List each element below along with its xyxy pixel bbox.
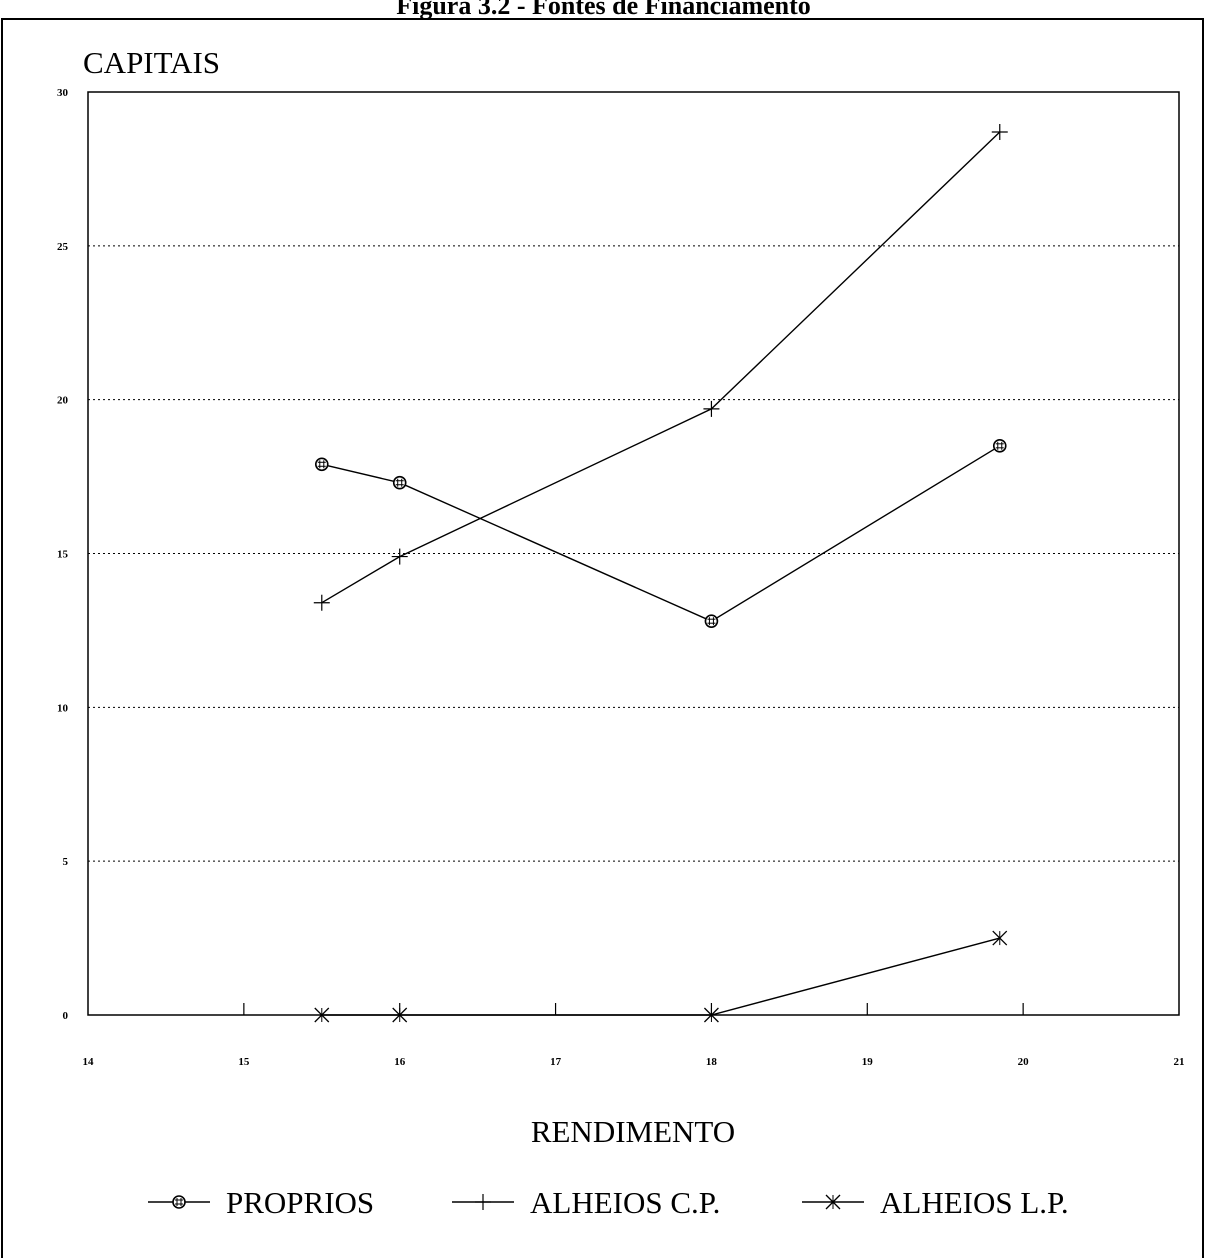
y-tick-label-0: 0 (63, 1010, 69, 1022)
chart-frame (1, 18, 1204, 1258)
legend-marker-0 (172, 1195, 186, 1209)
series-line-2 (321, 937, 1000, 1016)
series-0-point-1 (392, 475, 407, 490)
series-2-point-3 (992, 930, 1008, 946)
x-tick-label-1: 15 (238, 1056, 250, 1068)
x-tick-label-6: 20 (1018, 1056, 1030, 1068)
series-1-point-2 (703, 400, 720, 417)
series-line-0 (321, 445, 1001, 622)
x-tick-label-2: 16 (394, 1056, 406, 1068)
y-tick-label-5: 25 (57, 241, 69, 253)
x-tick-label-4: 18 (706, 1056, 718, 1068)
legend-label-0: PROPRIOS (226, 1185, 374, 1220)
x-ticks (243, 1003, 1024, 1015)
x-tick-labels: 14 15 16 17 18 19 20 21 (83, 1056, 1185, 1068)
x-tick-label-0: 14 (83, 1056, 95, 1068)
series-2-point-1 (392, 1007, 408, 1023)
series-0-point-0 (314, 457, 329, 472)
series-2-point-2 (703, 1007, 719, 1023)
y-tick-label-1: 5 (63, 856, 69, 868)
x-axis-label: RENDIMENTO (531, 1114, 735, 1149)
x-tick-label-3: 17 (550, 1056, 562, 1068)
series-1-point-0 (313, 594, 330, 611)
y-tick-label-4: 20 (57, 395, 69, 407)
series-2-point-0 (314, 1007, 330, 1023)
series-line-1 (321, 131, 1001, 604)
grid-lines (88, 245, 1179, 862)
y-tick-label-6: 30 (57, 87, 69, 99)
y-tick-labels: 0 5 10 15 20 25 30 (57, 87, 69, 1022)
y-tick-label-2: 10 (57, 702, 69, 714)
series-0-point-3 (992, 439, 1007, 453)
x-tick-label-7: 21 (1174, 1056, 1185, 1068)
series-1-point-1 (391, 548, 408, 565)
figure-title: Figura 3.2 - Fontes de Financiamento (396, 0, 811, 20)
y-tick-label-3: 15 (57, 549, 69, 561)
series-0-point-2 (704, 614, 719, 628)
series-group (313, 123, 1008, 1023)
x-tick-label-5: 19 (862, 1056, 874, 1068)
legend-label-1: ALHEIOS C.P. (530, 1185, 720, 1220)
y-axis-label: CAPITAIS (83, 45, 220, 80)
legend: PROPRIOS ALHEIOS C.P. ALHEIOS L.P. (148, 1185, 1069, 1220)
legend-marker-2 (825, 1194, 841, 1210)
legend-marker-1 (475, 1194, 491, 1210)
legend-label-2: ALHEIOS L.P. (880, 1185, 1069, 1220)
series-1-point-3 (991, 123, 1008, 140)
